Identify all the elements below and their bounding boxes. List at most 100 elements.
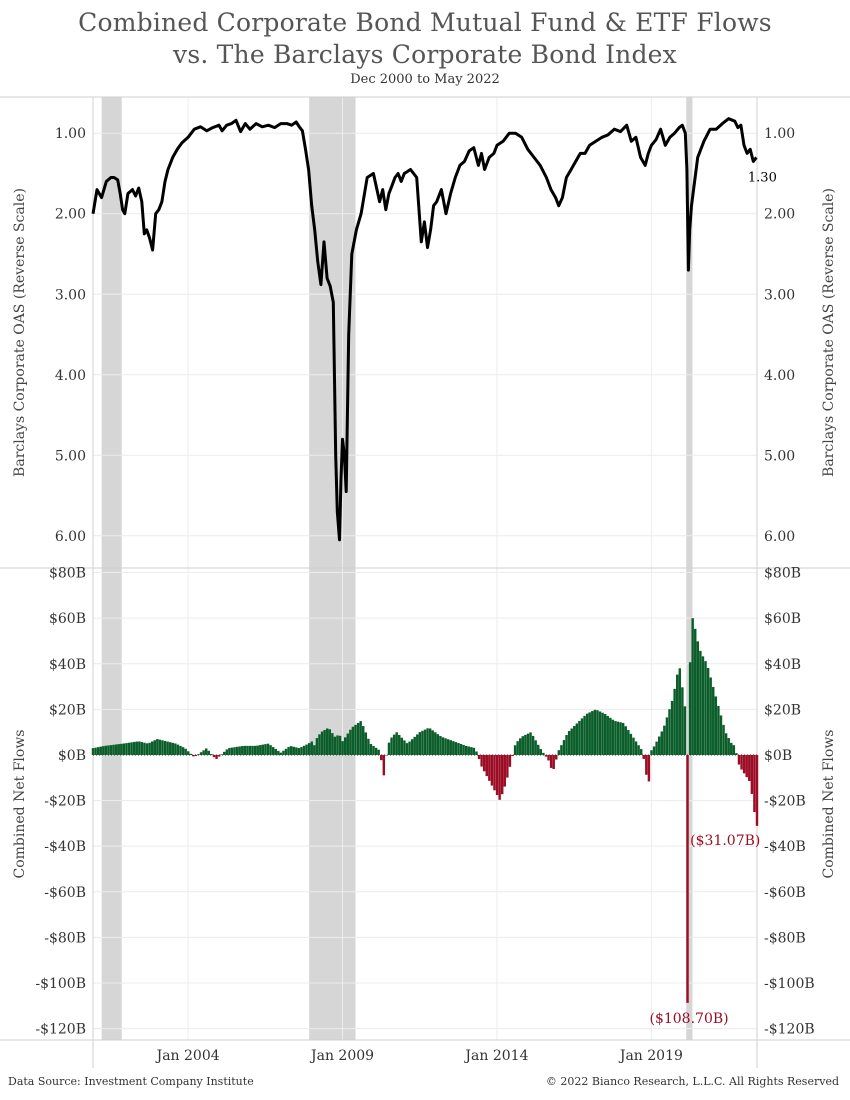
- flow-bar: [362, 726, 365, 755]
- flow-tick-left: -$60B: [44, 885, 86, 901]
- flow-bar: [122, 743, 126, 755]
- flow-bar: [398, 734, 401, 755]
- flow-bar: [264, 744, 267, 755]
- flow-bar: [187, 751, 190, 755]
- flow-bar: [730, 742, 733, 755]
- flow-bar: [493, 754, 496, 791]
- oas-tick-right: 4.00: [764, 368, 795, 384]
- flow-bar: [524, 734, 527, 755]
- chart-title-line1: Combined Corporate Bond Mutual Fund & ET…: [78, 8, 772, 37]
- flow-bar: [374, 747, 378, 755]
- oas-tick-left: 3.00: [55, 287, 86, 303]
- flow-bar: [652, 746, 656, 755]
- flow-bar: [148, 742, 151, 755]
- flow-bar: [488, 754, 491, 781]
- flow-tick-left: -$120B: [35, 1022, 86, 1038]
- flow-bar: [168, 742, 172, 755]
- flow-bar: [372, 745, 375, 755]
- flow-bar: [277, 750, 280, 755]
- flow-bar: [410, 739, 414, 755]
- flow-bar: [701, 656, 705, 755]
- flow-bar: [369, 744, 373, 755]
- copyright-note: © 2022 Bianco Research, L.L.C. All Right…: [545, 1075, 839, 1088]
- flow-bar: [745, 754, 748, 778]
- flow-bar: [547, 754, 550, 761]
- flow-bar: [632, 737, 635, 755]
- flow-bar: [171, 742, 175, 755]
- flow-bar: [655, 741, 658, 755]
- flow-bar: [127, 742, 131, 755]
- flow-bar: [385, 754, 388, 756]
- flow-bar: [591, 711, 594, 755]
- flow-bar: [318, 734, 321, 755]
- flow-bar: [197, 754, 200, 755]
- flow-bar: [441, 737, 445, 755]
- flow-bar: [742, 754, 746, 774]
- flow-bar: [210, 753, 213, 755]
- flow-bar: [570, 728, 573, 755]
- flow-bar: [418, 732, 422, 755]
- flow-bar: [668, 709, 671, 755]
- flow-bar: [712, 686, 715, 755]
- flow-bar: [459, 743, 463, 755]
- oas-tick-right: 2.00: [764, 207, 795, 223]
- flow-bar: [557, 750, 561, 755]
- flow-tick-right: -$100B: [764, 976, 815, 992]
- flow-bar: [660, 731, 663, 755]
- flow-bar: [181, 747, 185, 755]
- flow-bar: [544, 754, 548, 757]
- flow-bar: [462, 744, 465, 755]
- flow-bar: [150, 741, 154, 755]
- flow-bar: [138, 741, 141, 755]
- flow-bar: [444, 738, 447, 755]
- flow-bar: [601, 712, 604, 755]
- flow-bar: [205, 748, 208, 755]
- flow-bar: [246, 745, 249, 755]
- flow-axis-title-right: Combined Net Flows: [821, 730, 837, 879]
- oas-tick-right: 6.00: [764, 529, 795, 545]
- flow-bar: [243, 745, 247, 755]
- flow-bar: [338, 735, 342, 755]
- flow-bar: [367, 738, 370, 755]
- flow-bar: [313, 745, 316, 755]
- oas-line-group: [91, 117, 758, 542]
- flow-bar: [143, 742, 146, 755]
- flow-bar: [506, 754, 509, 778]
- flow-bar: [261, 744, 265, 755]
- flow-bar: [238, 746, 241, 755]
- flow-bar: [673, 688, 676, 755]
- flow-bar: [611, 719, 615, 755]
- flow-bar: [163, 740, 167, 755]
- flow-bar: [207, 750, 211, 755]
- flow-bar: [284, 748, 288, 755]
- oas-tick-right: 5.00: [764, 448, 795, 464]
- flow-bar: [645, 754, 648, 775]
- flow-bar: [596, 710, 599, 755]
- flow-bar: [498, 754, 501, 800]
- flow-bar: [287, 746, 290, 755]
- flow-bar: [102, 746, 105, 755]
- oas-axis-title-left: Barclays Corporate OAS (Reverse Scale): [12, 188, 28, 477]
- oas-last-value-label: 1.30: [748, 170, 777, 185]
- flow-bar: [387, 742, 391, 755]
- flow-bar: [464, 745, 468, 755]
- flow-bar: [634, 741, 638, 755]
- flow-bar: [552, 754, 555, 770]
- x-tick-label: Jan 2004: [155, 1048, 220, 1064]
- flow-bar: [343, 737, 347, 755]
- flow-tick-right: -$40B: [764, 839, 806, 855]
- flow-tick-left: -$40B: [44, 839, 86, 855]
- flow-bar: [578, 720, 581, 755]
- oas-tick-left: 2.00: [55, 207, 86, 223]
- flow-bar: [336, 735, 339, 755]
- flow-bar: [724, 733, 728, 755]
- flow-bar: [212, 754, 216, 758]
- flow-bar: [521, 736, 525, 755]
- flow-bar: [405, 743, 409, 755]
- flow-bar: [390, 737, 393, 755]
- oas-tick-left: 6.00: [55, 529, 86, 545]
- flow-bar: [297, 748, 301, 755]
- flow-bar: [681, 687, 684, 755]
- flow-bar: [94, 747, 97, 755]
